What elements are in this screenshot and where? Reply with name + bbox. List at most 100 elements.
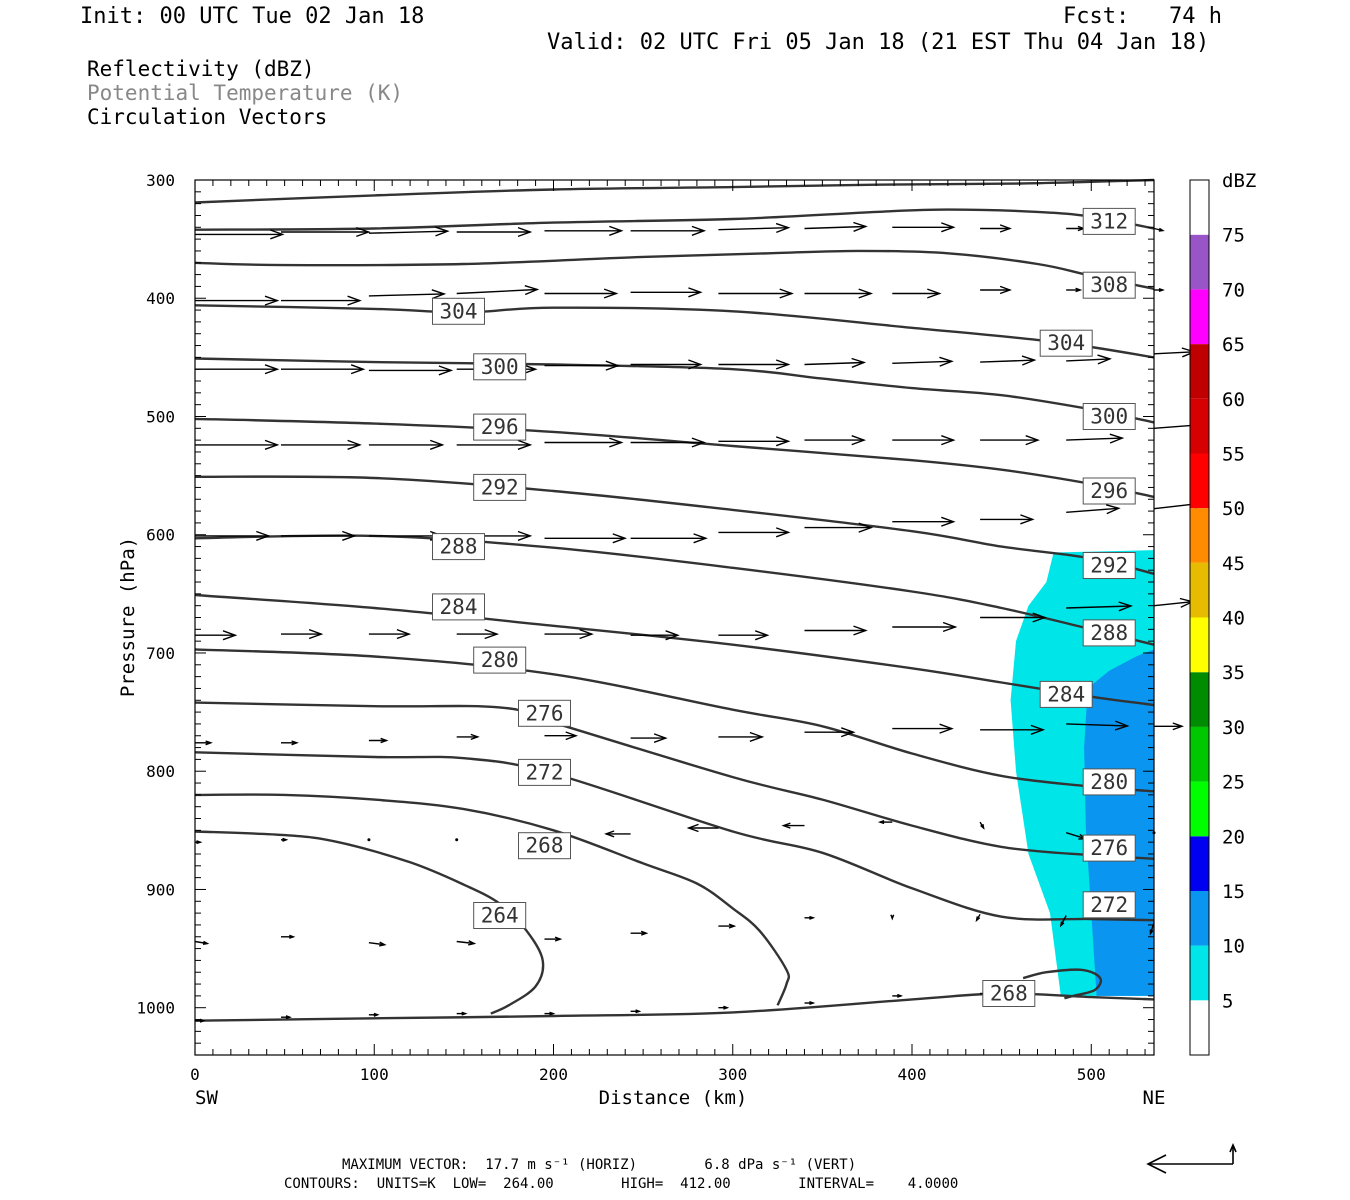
vector-head xyxy=(1172,722,1185,731)
legend-reflectivity: Reflectivity (dBZ) xyxy=(87,57,315,81)
vector-shaft xyxy=(1066,437,1123,441)
vector-head xyxy=(775,359,791,370)
y-tick-label: 500 xyxy=(146,407,175,426)
vector-head xyxy=(939,723,954,734)
contour-label-box xyxy=(473,902,527,929)
vector-head xyxy=(356,226,371,238)
circulation-vector xyxy=(718,527,791,538)
vector-head xyxy=(603,288,619,299)
vector-head xyxy=(728,923,737,929)
vector-head xyxy=(609,225,624,236)
contour-label-box xyxy=(432,593,485,621)
colorbar-segment xyxy=(1190,180,1209,235)
vector-shaft xyxy=(892,360,952,364)
circulation-vector xyxy=(456,628,500,640)
vector-head xyxy=(612,533,628,544)
colorbar-label: 15 xyxy=(1222,881,1245,903)
circulation-vector xyxy=(804,522,874,533)
circulation-vector xyxy=(1066,504,1121,515)
contour-label-box xyxy=(1082,477,1136,505)
circulation-vector xyxy=(195,740,213,746)
circulation-vector xyxy=(892,723,954,734)
circulation-vector xyxy=(281,530,357,541)
circulation-vector xyxy=(368,226,450,237)
circulation-vector xyxy=(630,287,703,298)
theta-contour-280 xyxy=(194,648,1155,793)
contour-label-text: 268 xyxy=(990,982,1028,1006)
vector-head xyxy=(604,830,615,838)
vector-head xyxy=(980,823,985,830)
circulation-vector xyxy=(281,837,289,842)
colorbar-label: 65 xyxy=(1222,334,1245,356)
vector-head xyxy=(431,289,447,300)
circulation-vector xyxy=(718,630,770,641)
circulation-vector-layer xyxy=(194,221,1209,1023)
contour-label-text: 304 xyxy=(1047,331,1085,355)
vector-head xyxy=(686,823,699,833)
colorbar-segment xyxy=(1190,562,1209,618)
circulation-vector xyxy=(367,838,371,842)
circulation-vector xyxy=(804,625,868,636)
colorbar-label: 30 xyxy=(1222,717,1245,739)
circulation-vector xyxy=(892,222,956,233)
vector-head xyxy=(775,222,791,234)
valid-time: Valid: 02 UTC Fri 05 Jan 18 (21 EST Thu … xyxy=(547,30,1210,55)
vector-head xyxy=(350,364,366,375)
vector-head xyxy=(1032,612,1047,623)
colorbar-label: 25 xyxy=(1222,772,1245,794)
circulation-vector xyxy=(804,727,856,738)
vector-shaft xyxy=(804,225,866,230)
contour-label-304: 304 xyxy=(432,297,485,325)
vector-head xyxy=(851,357,867,368)
contour-label-text: 272 xyxy=(526,760,564,784)
vector-head xyxy=(517,530,533,541)
y-axis-title: Pressure (hPa) xyxy=(117,537,139,697)
contour-label-box xyxy=(518,699,571,727)
contour-label-text: 292 xyxy=(481,475,519,499)
vector-head xyxy=(1075,287,1083,293)
max-vector-note: MAXIMUM VECTOR: 17.7 m s⁻¹ (HORIZ) 6.8 d… xyxy=(342,1157,857,1173)
circulation-vector xyxy=(195,364,280,375)
vector-head xyxy=(517,439,533,450)
vector-head xyxy=(927,288,942,299)
contour-label-box xyxy=(1039,680,1093,708)
contour-label-text: 312 xyxy=(1090,209,1128,233)
circulation-vector xyxy=(456,733,480,741)
vector-head xyxy=(975,916,981,923)
contour-label-box xyxy=(432,297,485,325)
vector-head xyxy=(635,1009,642,1014)
theta-contour-312 xyxy=(194,208,1155,231)
vector-head xyxy=(809,1000,816,1005)
vector-head xyxy=(1114,720,1130,731)
vector-head xyxy=(691,225,707,236)
contour-label-272: 272 xyxy=(518,758,571,786)
circulation-vector xyxy=(718,222,791,234)
vector-head xyxy=(779,288,794,299)
vector-head xyxy=(429,439,445,450)
vector-shaft xyxy=(1066,723,1128,727)
y-tick-label: 300 xyxy=(146,171,175,190)
contour-label-text: 264 xyxy=(481,904,519,928)
circulation-vector xyxy=(718,436,791,447)
circulation-vector xyxy=(195,530,271,541)
contour-label-box xyxy=(473,413,527,441)
circulation-vector xyxy=(1066,225,1086,232)
circulation-vector xyxy=(544,731,579,741)
colorbar-label: 20 xyxy=(1222,826,1245,848)
circulation-vector xyxy=(195,295,280,306)
contour-label-276: 276 xyxy=(1082,834,1136,862)
contour-label-box xyxy=(518,832,571,860)
vector-shaft xyxy=(368,293,445,297)
vector-shaft xyxy=(804,361,865,366)
contour-label-text: 300 xyxy=(1090,405,1128,429)
colorbar-segment xyxy=(1190,672,1209,727)
vector-head xyxy=(723,1005,730,1010)
colorbar-label: 5 xyxy=(1222,990,1233,1012)
colorbar-segment xyxy=(1190,781,1209,837)
vector-head xyxy=(693,533,708,544)
vector-head xyxy=(1158,227,1165,232)
circulation-vector xyxy=(718,288,794,299)
colorbar-segment xyxy=(1190,508,1209,563)
contour-label-288: 288 xyxy=(1082,619,1136,647)
vector-head xyxy=(470,733,480,741)
